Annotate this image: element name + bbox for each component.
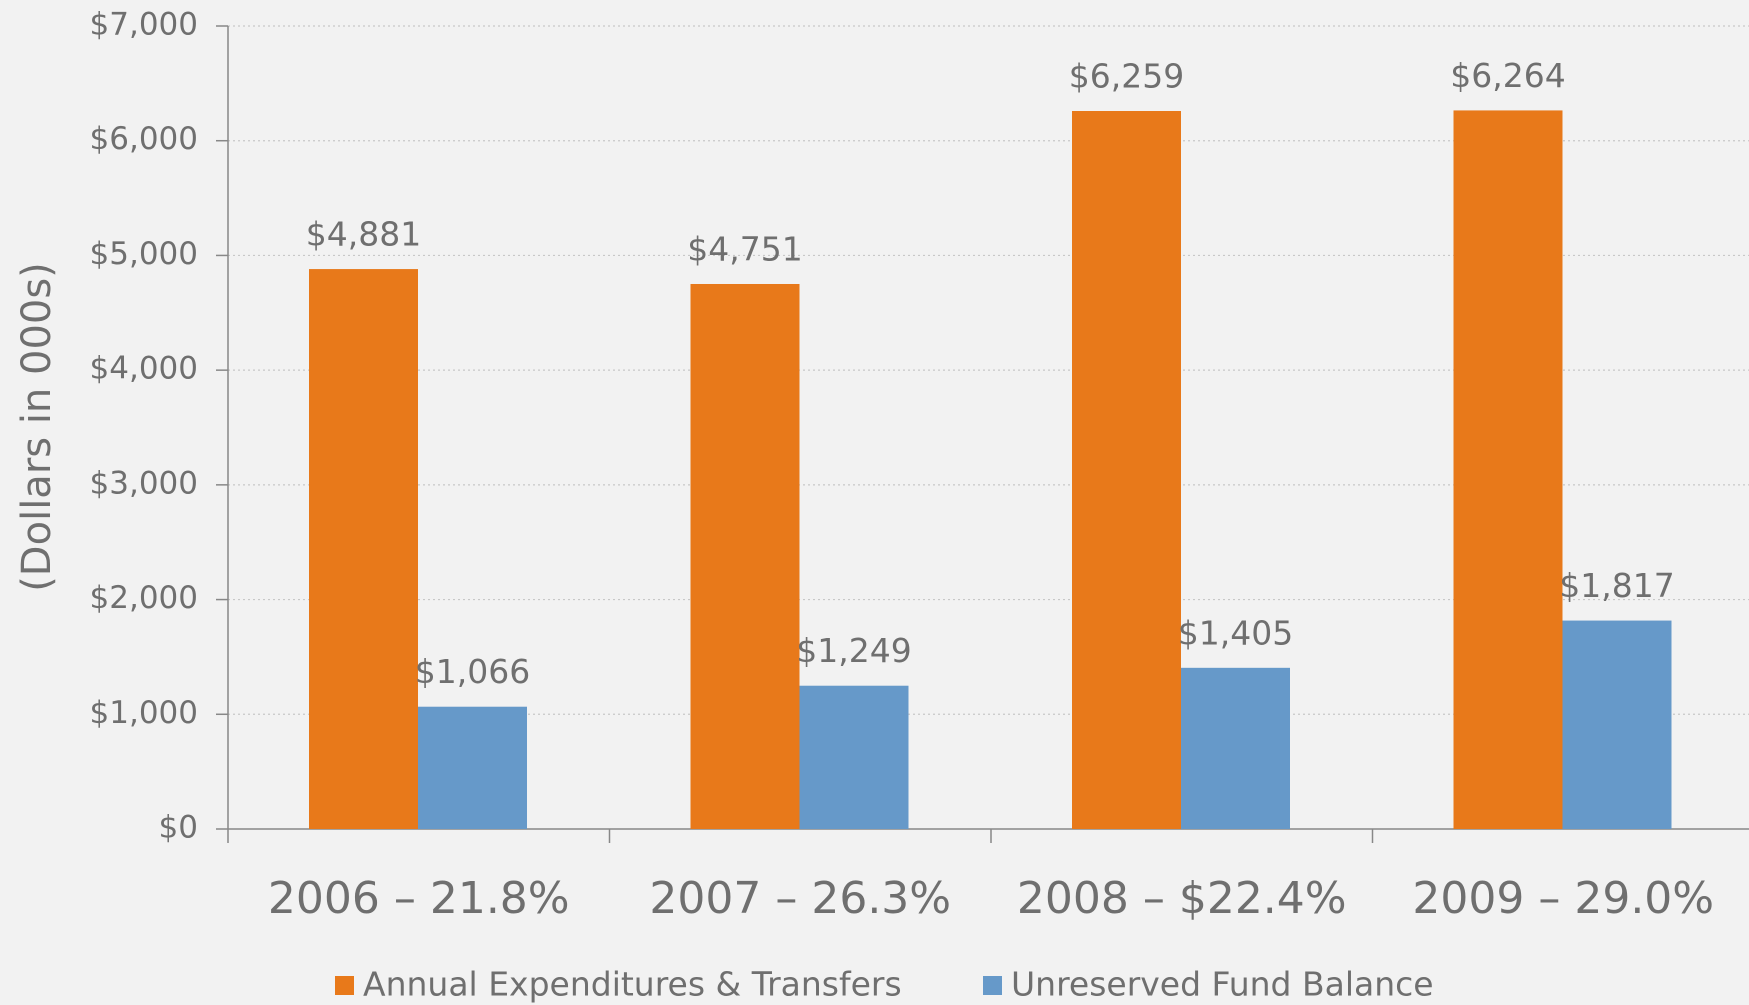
bar bbox=[1562, 620, 1672, 829]
y-tick-label: $5,000 bbox=[90, 236, 198, 272]
legend-swatch bbox=[335, 976, 354, 995]
bar bbox=[418, 706, 527, 829]
bar bbox=[690, 283, 800, 829]
bar bbox=[1453, 110, 1563, 830]
bar bbox=[309, 269, 418, 829]
x-tick-label: 2009 – 29.0% bbox=[1412, 873, 1714, 924]
bar bbox=[1072, 111, 1181, 829]
x-tick-label: 2008 – $22.4% bbox=[1017, 873, 1347, 924]
legend-label: Annual Expenditures & Transfers bbox=[363, 965, 902, 1004]
x-tick-label: 2006 – 21.8% bbox=[268, 873, 570, 924]
legend-swatch bbox=[983, 976, 1002, 995]
data-label: $1,817 bbox=[1559, 566, 1674, 605]
data-label: $4,751 bbox=[687, 229, 802, 268]
bar bbox=[799, 685, 909, 829]
data-label: $1,249 bbox=[796, 631, 911, 670]
data-label: $4,881 bbox=[306, 215, 421, 254]
data-label: $6,264 bbox=[1450, 56, 1565, 95]
y-tick-label: $0 bbox=[159, 810, 198, 846]
y-tick-label: $1,000 bbox=[90, 695, 198, 731]
data-label: $1,405 bbox=[1178, 613, 1293, 652]
y-tick-label: $2,000 bbox=[90, 580, 198, 616]
data-label: $6,259 bbox=[1069, 57, 1184, 96]
legend-label: Unreserved Fund Balance bbox=[1011, 965, 1434, 1004]
y-axis-label: (Dollars in 000s) bbox=[14, 262, 60, 592]
data-label: $1,066 bbox=[415, 652, 530, 691]
y-tick-label: $3,000 bbox=[90, 465, 198, 501]
y-tick-label: $6,000 bbox=[90, 121, 198, 157]
y-tick-label: $4,000 bbox=[90, 351, 198, 387]
y-tick-label: $7,000 bbox=[90, 7, 198, 43]
x-tick-label: 2007 – 26.3% bbox=[649, 873, 951, 924]
bar bbox=[1181, 667, 1290, 829]
